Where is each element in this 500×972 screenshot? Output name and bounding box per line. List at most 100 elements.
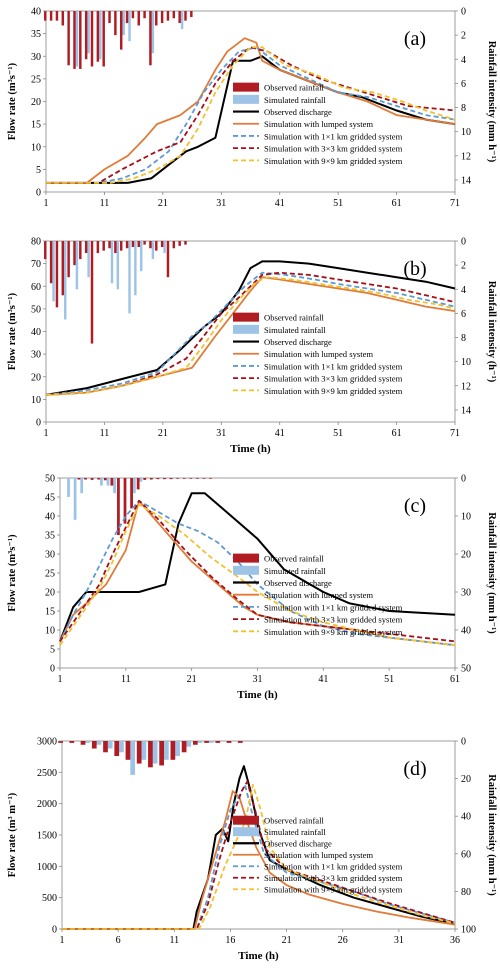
simulated-rain-bar	[151, 11, 155, 54]
observed-rain-bar	[131, 11, 135, 19]
observed-rain-bar	[178, 241, 181, 246]
observed-rain-bar	[84, 11, 88, 60]
observed-rain-bar	[114, 741, 120, 757]
legend-entry: Observed discharge	[264, 839, 332, 849]
series-line-2	[59, 499, 456, 647]
simulated-rain-bar	[139, 241, 143, 272]
x-tick-label: 61	[450, 674, 460, 685]
y-tick-label: 2500	[37, 768, 57, 779]
legend-swatch	[233, 827, 259, 837]
legend-entry: Observed discharge	[264, 107, 332, 117]
y2-tick-label: 40	[461, 626, 471, 637]
y-tick-label: 35	[45, 531, 55, 542]
observed-rain-bar	[143, 11, 146, 19]
y2-tick-label: 0	[461, 474, 466, 485]
y-tick-label: 40	[31, 327, 41, 338]
y-tick-label: 1500	[37, 831, 57, 842]
x-tick-label: 21	[282, 935, 292, 946]
observed-rain-bar	[137, 11, 140, 26]
y-axis-label: Flow rate (m³ m⁻¹)	[7, 792, 18, 877]
observed-rain-bar	[125, 741, 131, 760]
y2-tick-label: 12	[461, 381, 471, 392]
observed-rain-bar	[143, 241, 146, 245]
observed-rain-bar	[80, 741, 86, 745]
x-tick-label: 71	[450, 428, 460, 439]
observed-rain-bar	[102, 241, 105, 251]
observed-rain-bar	[125, 241, 129, 249]
y-tick-label: 500	[42, 893, 57, 904]
y2-tick-label: 0	[461, 737, 466, 748]
observed-rain-bar	[84, 478, 87, 480]
observed-rain-bar	[176, 478, 180, 479]
y-tick-label: 40	[31, 7, 41, 18]
simulated-rain-bar	[141, 741, 147, 760]
observed-rain-bar	[181, 741, 187, 753]
legend-entry: Simulation with 1×1 km gridded system	[264, 602, 403, 612]
observed-rain-bar	[156, 478, 160, 480]
y-tick-label: 1000	[37, 862, 57, 873]
y-tick-label: 50	[31, 304, 41, 315]
x-tick-label: 11	[100, 428, 110, 439]
x-tick-label: 31	[394, 935, 404, 946]
y2-tick-label: 10	[461, 512, 471, 523]
y2-tick-label: 20	[461, 550, 471, 561]
observed-rain-bar	[136, 478, 140, 490]
observed-rain-bar	[119, 241, 123, 251]
y2-axis-label: Rainfall intensity (mm h⁻¹)	[486, 774, 497, 896]
observed-rain-bar	[170, 741, 176, 760]
y-tick-label: 45	[45, 493, 55, 504]
simulated-rain-bar	[151, 241, 155, 260]
simulated-rain-bar	[134, 241, 137, 296]
y2-tick-label: 2	[461, 31, 466, 42]
y-tick-label: 30	[45, 550, 55, 561]
simulated-rain-bar	[164, 741, 169, 760]
observed-rain-bar	[169, 478, 173, 480]
legend-entry: Simulation with 3×3 km gridded system	[264, 873, 403, 883]
simulated-rain-bar	[75, 11, 79, 67]
series-line-0	[46, 55, 456, 184]
observed-rain-bar	[61, 11, 65, 26]
x-tick-label: 1	[44, 198, 49, 209]
simulated-rain-bar	[73, 478, 77, 520]
legend-entry: Simulation with lumped system	[264, 119, 373, 129]
observed-rain-bar	[67, 11, 70, 66]
legend: Observed rainfall Simulated rainfall Obser…	[233, 312, 403, 396]
y2-tick-label: 4	[461, 285, 466, 296]
y-tick-label: 3000	[37, 737, 57, 748]
observed-rain-bar	[90, 241, 94, 344]
observed-rain-bar	[90, 11, 94, 67]
simulated-rain-bar	[100, 478, 103, 486]
x-axis-label: Time (h)	[237, 689, 278, 701]
y2-tick-label: 14	[461, 175, 471, 186]
observed-rain-bar	[108, 11, 111, 24]
y-tick-label: 10	[31, 395, 41, 406]
legend-swatch	[233, 82, 259, 92]
y-tick-label: 40	[45, 512, 55, 523]
y-tick-label: 0	[36, 188, 41, 199]
legend-swatch	[233, 324, 259, 334]
simulated-rain-bar	[116, 241, 120, 290]
x-tick-label: 31	[216, 198, 226, 209]
series-line-3	[45, 271, 456, 396]
observed-rain-bar	[96, 241, 100, 254]
x-tick-label: 26	[338, 935, 348, 946]
observed-rain-bar	[49, 11, 53, 21]
series-line-4	[62, 784, 456, 930]
x-tick-label: 1	[58, 674, 63, 685]
observed-rain-bar	[49, 241, 53, 284]
y2-tick-label: 0	[461, 237, 466, 248]
observed-rain-bar	[130, 478, 133, 509]
observed-rain-bar	[44, 11, 47, 21]
y2-tick-label: 12	[461, 151, 471, 162]
legend-swatch	[233, 94, 259, 104]
y2-tick-label: 40	[461, 812, 471, 823]
observed-rain-bar	[202, 478, 206, 479]
simulated-rain-bar	[67, 478, 70, 497]
observed-rain-bar	[103, 741, 108, 753]
x-tick-label: 51	[333, 198, 343, 209]
x-tick-label: 21	[158, 198, 168, 209]
simulated-rain-bar	[128, 11, 131, 42]
simulated-rain-bar	[80, 478, 84, 494]
observed-rain-bar	[192, 741, 198, 745]
